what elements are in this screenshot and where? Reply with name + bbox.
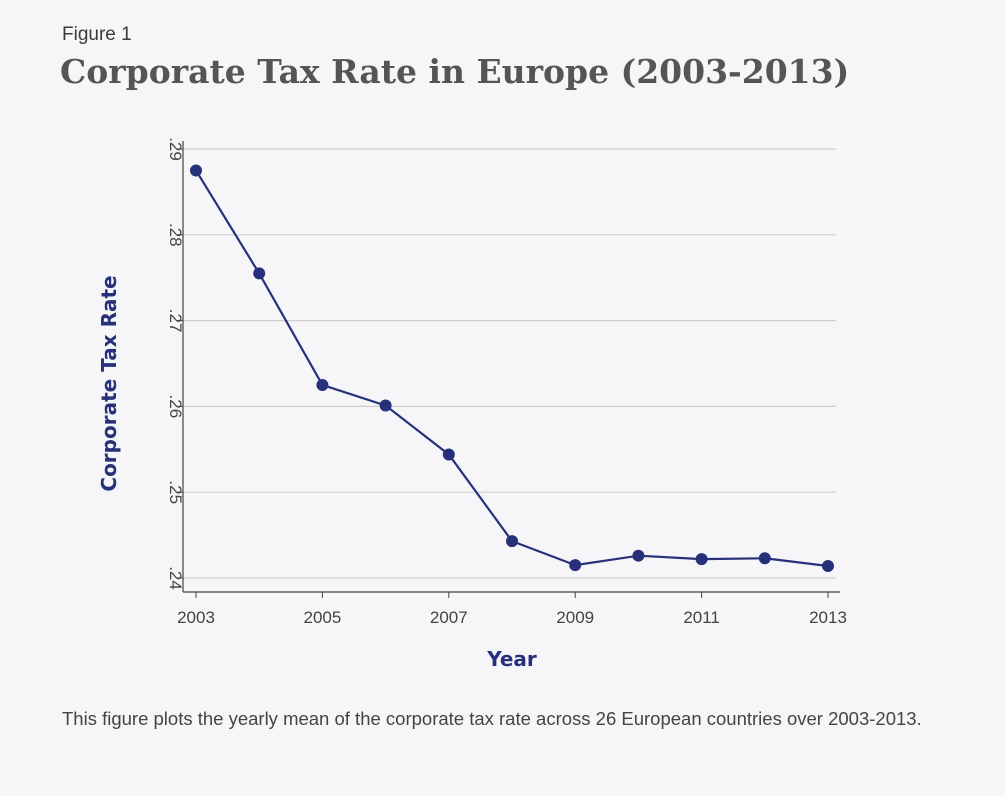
y-tick-label: .25 (166, 480, 185, 504)
data-point (316, 378, 329, 391)
x-tick-label: 2003 (177, 608, 215, 627)
axes (177, 141, 840, 598)
y-tick-label: .28 (166, 223, 185, 247)
data-point (190, 164, 202, 177)
figure-title: Corporate Tax Rate in Europe (2003-2013) (60, 52, 850, 91)
y-tick-label: .29 (166, 137, 185, 161)
y-tick-label: .24 (166, 566, 185, 590)
y-tick-label: .26 (166, 395, 185, 419)
line-chart: .24 .25 .26 .27 .28 .29 2003 2005 2007 2009 2011 20… (97, 137, 847, 671)
series-line (195, 169, 829, 568)
figure-label: Figure 1 (62, 24, 132, 45)
x-tick-label: 2007 (430, 608, 468, 627)
figure-caption: This figure plots the yearly mean of the… (62, 708, 922, 729)
x-tick-label: 2011 (683, 608, 720, 627)
data-point (822, 559, 834, 572)
data-point (442, 448, 455, 461)
data-point (695, 553, 708, 566)
data-point (379, 399, 392, 412)
series-layer (190, 164, 834, 572)
gridlines (183, 148, 836, 579)
y-tick-label: .27 (166, 309, 185, 333)
data-point (632, 549, 645, 562)
y-axis-title: Corporate Tax Rate (97, 275, 121, 491)
x-tick-label: 2009 (556, 608, 594, 627)
x-tick-label: 2005 (303, 608, 341, 627)
data-point (569, 559, 582, 572)
x-axis-title: Year (486, 647, 537, 671)
data-point (506, 535, 518, 548)
data-point (253, 267, 266, 280)
tick-labels: .24 .25 .26 .27 .28 .29 2003 2005 2007 2009 2011 20… (166, 137, 847, 627)
data-point (758, 552, 771, 565)
x-tick-label: 2013 (809, 608, 847, 627)
